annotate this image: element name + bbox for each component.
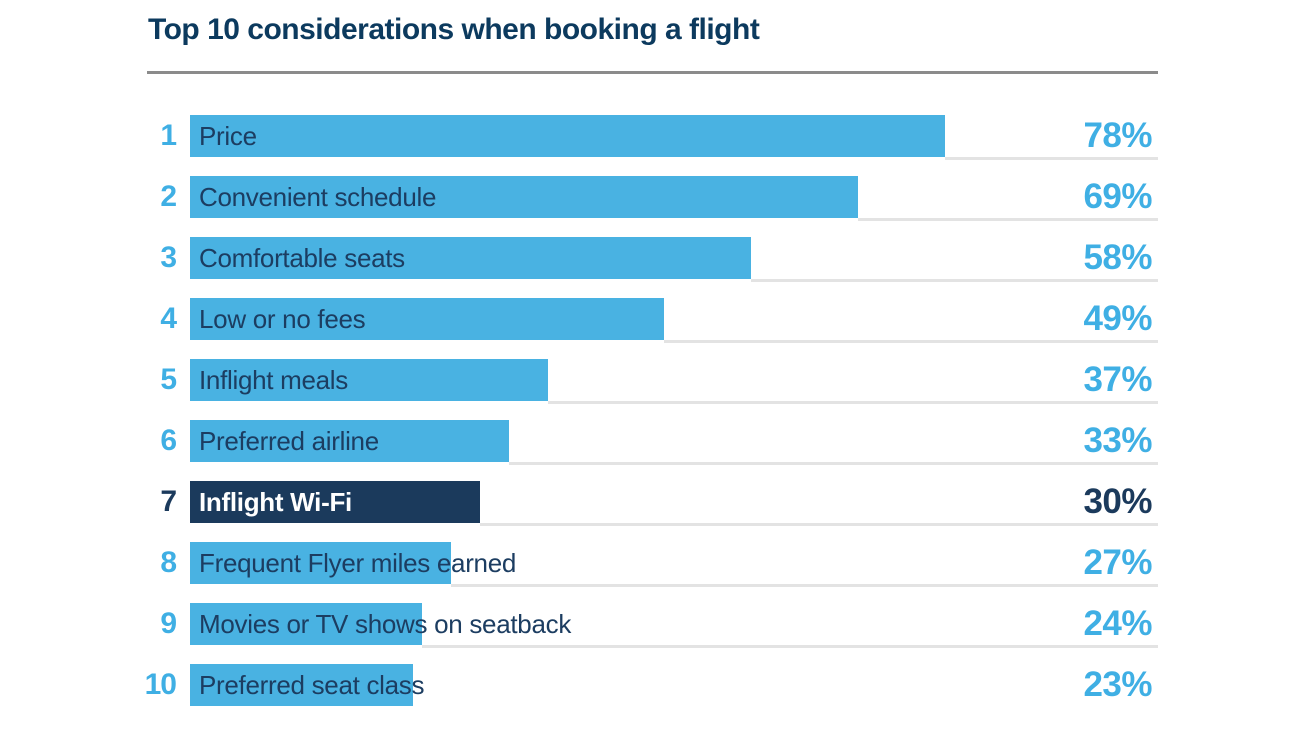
bar-track: Preferred seat class 23% <box>190 664 1158 706</box>
page-title: Top 10 considerations when booking a fli… <box>148 13 760 46</box>
bar <box>190 664 413 706</box>
value-label: 69% <box>1083 177 1152 216</box>
bar-row: 4 Low or no fees 49% <box>140 298 1158 343</box>
value-label: 24% <box>1083 604 1152 643</box>
bar-label: Preferred airline <box>199 426 379 456</box>
bar-label: Frequent Flyer miles earned <box>199 548 517 578</box>
bar-track: Preferred airline 33% <box>190 420 1158 465</box>
row-separator <box>422 645 1158 648</box>
rank-number: 5 <box>160 363 177 396</box>
bar-label: Comfortable seats <box>199 243 405 273</box>
value-label: 49% <box>1083 299 1152 338</box>
bar-label: Price <box>199 121 257 151</box>
value-label: 37% <box>1083 360 1152 399</box>
bar-label: Inflight Wi-Fi <box>199 487 352 517</box>
bar-track: Inflight meals 37% <box>190 359 1158 404</box>
rank-number: 1 <box>160 119 177 152</box>
bar-row: 5 Inflight meals 37% <box>140 359 1158 404</box>
bar-row: 10 Preferred seat class 23% <box>140 664 1158 706</box>
bar <box>190 603 423 645</box>
rank-number: 3 <box>160 241 177 274</box>
row-separator <box>451 584 1158 587</box>
bar-track: Price 78% <box>190 115 1158 160</box>
row-separator <box>945 157 1158 160</box>
bar-row: 8 Frequent Flyer miles earned 27% <box>140 542 1158 587</box>
value-label: 33% <box>1083 421 1152 460</box>
bar <box>190 359 549 401</box>
bar <box>190 420 510 462</box>
bar-label: Convenient schedule <box>199 182 437 212</box>
bar-chart: 1 Price 78% 2 Convenient schedule 69% 3 … <box>140 115 1158 725</box>
bar-label: Preferred seat class <box>199 670 425 700</box>
bar-track: Comfortable seats 58% <box>190 237 1158 282</box>
bar-label: Movies or TV shows on seatback <box>199 609 572 639</box>
rank-number: 4 <box>160 302 177 335</box>
row-separator <box>857 218 1158 221</box>
rank-number: 9 <box>160 607 177 640</box>
bar-label: Inflight meals <box>199 365 348 395</box>
value-label: 27% <box>1083 543 1152 582</box>
bar-row: 9 Movies or TV shows on seatback 24% <box>140 603 1158 648</box>
bar <box>190 298 665 340</box>
rank-number: 7 <box>160 485 177 518</box>
bar-row: 7 Inflight Wi-Fi 30% <box>140 481 1158 526</box>
row-separator <box>480 523 1158 526</box>
bar-track: Frequent Flyer miles earned 27% <box>190 542 1158 587</box>
bar-row: 2 Convenient schedule 69% <box>140 176 1158 221</box>
bar-row: 3 Comfortable seats 58% <box>140 237 1158 282</box>
bar <box>190 542 452 584</box>
value-label: 78% <box>1083 116 1152 155</box>
row-separator <box>509 462 1158 465</box>
bar <box>190 237 752 279</box>
rank-number: 8 <box>160 546 177 579</box>
title-divider <box>147 71 1158 74</box>
value-label: 58% <box>1083 238 1152 277</box>
value-label: 23% <box>1083 665 1152 704</box>
bar-row: 6 Preferred airline 33% <box>140 420 1158 465</box>
bar-track: Movies or TV shows on seatback 24% <box>190 603 1158 648</box>
bar-track: Low or no fees 49% <box>190 298 1158 343</box>
bar-row: 1 Price 78% <box>140 115 1158 160</box>
bar-label: Low or no fees <box>199 304 366 334</box>
row-separator <box>548 401 1158 404</box>
bar <box>190 176 858 218</box>
rank-number: 2 <box>160 180 177 213</box>
row-separator <box>664 340 1158 343</box>
rank-number: 6 <box>160 424 177 457</box>
rank-number: 10 <box>144 668 177 701</box>
bar-track: Inflight Wi-Fi 30% <box>190 481 1158 526</box>
bar-track: Convenient schedule 69% <box>190 176 1158 221</box>
value-label: 30% <box>1083 482 1152 521</box>
bar <box>190 115 946 157</box>
bar <box>190 481 481 523</box>
row-separator <box>751 279 1158 282</box>
